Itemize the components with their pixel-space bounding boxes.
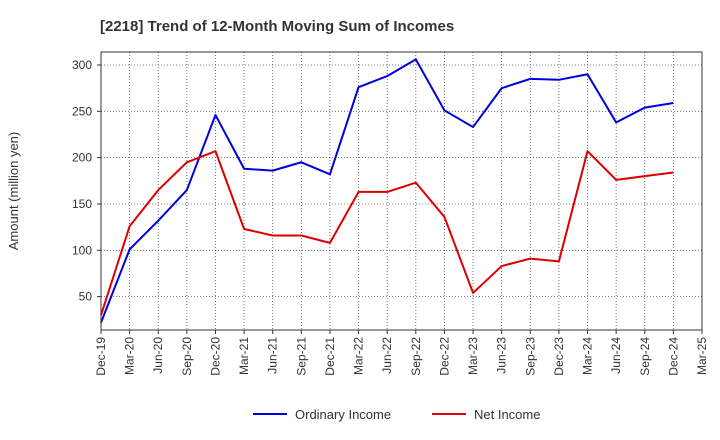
x-axis-ticks: Dec-19 Mar-20 Jun-20 Sep-20 Dec-20 Mar-21 Jun-… xyxy=(94,330,709,376)
x-tick-label: Dec-19 xyxy=(94,337,108,376)
series-lines xyxy=(100,58,674,323)
x-tick-label: Jun-20 xyxy=(151,337,165,374)
x-tick-label: Mar-22 xyxy=(352,337,366,375)
x-tick-label: Dec-23 xyxy=(552,337,566,376)
x-tick-label: Jun-24 xyxy=(609,337,623,374)
x-tick-label: Mar-20 xyxy=(123,337,137,375)
series-line-ordinary-income xyxy=(100,58,674,323)
y-tick-label: 100 xyxy=(72,243,92,257)
x-tick-label: Sep-24 xyxy=(638,337,652,376)
y-axis-ticks: 50 100 150 200 250 300 xyxy=(72,58,101,304)
x-tick-label: Jun-23 xyxy=(495,337,509,374)
x-tick-label: Dec-21 xyxy=(323,337,337,376)
legend-label-net-income: Net Income xyxy=(474,407,540,422)
x-tick-label: Jun-22 xyxy=(380,337,394,374)
y-tick-label: 250 xyxy=(72,104,92,118)
x-tick-label: Dec-24 xyxy=(666,337,680,376)
grid-lines xyxy=(101,52,702,330)
y-tick-label: 200 xyxy=(72,151,92,165)
x-tick-label: Mar-21 xyxy=(237,337,251,375)
legend: Ordinary Income Net Income xyxy=(253,407,540,422)
x-tick-label: Mar-23 xyxy=(466,337,480,375)
legend-label-ordinary-income: Ordinary Income xyxy=(295,407,391,422)
x-tick-label: Jun-21 xyxy=(266,337,280,374)
x-tick-label: Mar-24 xyxy=(581,337,595,375)
y-tick-label: 50 xyxy=(79,290,93,304)
x-tick-label: Mar-25 xyxy=(695,337,709,375)
y-tick-label: 150 xyxy=(72,197,92,211)
x-tick-label: Sep-22 xyxy=(409,337,423,376)
x-tick-label: Sep-23 xyxy=(523,337,537,376)
x-tick-label: Dec-22 xyxy=(437,337,451,376)
y-tick-label: 300 xyxy=(72,58,92,72)
y-axis-label: Amount (million yen) xyxy=(6,132,21,251)
x-tick-label: Sep-20 xyxy=(180,337,194,376)
chart-title: [2218] Trend of 12-Month Moving Sum of I… xyxy=(100,18,454,35)
x-tick-label: Dec-20 xyxy=(208,337,222,376)
series-line-net-income xyxy=(100,150,674,316)
plot-frame xyxy=(100,51,703,331)
x-tick-label: Sep-21 xyxy=(294,337,308,376)
